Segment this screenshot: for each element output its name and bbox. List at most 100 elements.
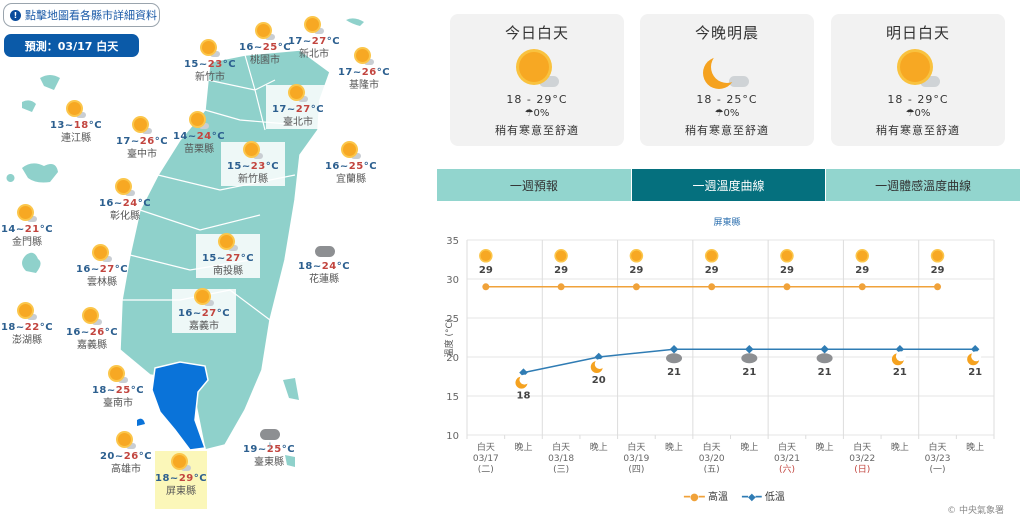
svg-text:20: 20 xyxy=(446,353,459,364)
svg-text:(二): (二) xyxy=(478,465,494,475)
sunny-partly-cloudy-icon xyxy=(243,142,263,160)
penghu-island xyxy=(22,252,41,273)
city-label[interactable]: 15~27°C 南投縣 xyxy=(196,234,260,278)
city-label[interactable]: 15~23°C 新竹縣 xyxy=(221,142,285,186)
map-hint-banner: ! 點擊地圖看各縣市詳細資料 xyxy=(3,3,160,27)
svg-text:白天: 白天 xyxy=(552,441,570,453)
tab-weekly-temperature-curve[interactable]: 一週溫度曲線 xyxy=(631,169,827,201)
kinmen-island xyxy=(6,163,58,183)
sunny-partly-cloudy-icon xyxy=(171,454,191,472)
svg-text:晚上: 晚上 xyxy=(514,442,532,453)
tab-weekly-forecast[interactable]: 一週預報 xyxy=(437,169,632,201)
sunny-partly-cloudy-icon xyxy=(200,40,220,58)
sunny-partly-cloudy-icon xyxy=(82,308,102,326)
card-tomorrow-day: 明日白天 18 - 29°C ☂0% 稍有寒意至舒適 xyxy=(831,14,1005,146)
city-label[interactable]: 16~27°C 雲林縣 xyxy=(70,245,134,289)
map-panel: ! 點擊地圖看各縣市詳細資料 預測：03/17 白天 15~23°C 新竹市 16~… xyxy=(0,0,420,527)
city-label[interactable]: 16~25°C 桃園市 xyxy=(233,23,297,67)
svg-text:21: 21 xyxy=(818,367,832,378)
sunny-partly-cloudy-icon xyxy=(189,112,209,130)
svg-text:(日): (日) xyxy=(854,464,870,475)
sunny-partly-cloudy-icon xyxy=(341,142,361,160)
sunny-partly-cloudy-icon xyxy=(17,303,37,321)
svg-text:30: 30 xyxy=(446,275,459,286)
city-label[interactable]: 18~22°C 澎湖縣 xyxy=(0,303,59,347)
city-label[interactable]: 16~26°C 嘉義縣 xyxy=(60,308,124,352)
sunny-partly-cloudy-icon xyxy=(115,179,135,197)
city-label[interactable]: 14~24°C 苗栗縣 xyxy=(167,112,231,156)
sunny-partly-cloudy-icon xyxy=(66,101,86,119)
svg-text:10: 10 xyxy=(446,431,459,442)
svg-text:03/18: 03/18 xyxy=(548,454,574,464)
svg-text:晚上: 晚上 xyxy=(665,442,683,453)
sunny-partly-cloudy-icon xyxy=(194,289,214,307)
city-label[interactable]: 17~27°C 新北市 xyxy=(282,17,346,61)
sunny-partly-cloudy-icon xyxy=(218,234,238,252)
city-label[interactable]: ╿ 19~25°C 臺東縣 xyxy=(237,425,301,469)
svg-text:29: 29 xyxy=(629,265,643,276)
svg-text:21: 21 xyxy=(893,367,907,378)
svg-text:白天: 白天 xyxy=(627,441,645,453)
sunny-partly-cloudy-icon xyxy=(288,85,308,103)
svg-text:白天: 白天 xyxy=(778,441,796,453)
city-label[interactable]: 16~27°C 嘉義市 xyxy=(172,289,236,333)
svg-text:晚上: 晚上 xyxy=(740,442,758,453)
svg-text:晚上: 晚上 xyxy=(816,442,834,453)
city-label[interactable]: 17~26°C 臺中市 xyxy=(110,117,174,161)
sunny-partly-cloudy-icon xyxy=(108,366,128,384)
svg-text:(五): (五) xyxy=(704,465,720,475)
city-label[interactable]: 15~23°C 新竹市 xyxy=(178,40,242,84)
svg-text:29: 29 xyxy=(705,265,719,276)
sunny-partly-cloudy-icon xyxy=(304,17,324,35)
svg-text:白天: 白天 xyxy=(477,441,495,453)
svg-text:03/17: 03/17 xyxy=(473,454,499,464)
city-label[interactable]: 20~26°C 高雄市 xyxy=(94,432,158,476)
city-label[interactable]: 13~18°C 連江縣 xyxy=(44,101,108,145)
svg-text:29: 29 xyxy=(554,265,568,276)
forecast-tabs: 一週預報 一週溫度曲線 一週體感溫度曲線 xyxy=(437,169,1022,201)
chart-title: 屏東縣 xyxy=(713,218,741,228)
svg-text:(四): (四) xyxy=(628,465,644,475)
svg-text:03/23: 03/23 xyxy=(925,454,951,464)
detail-panel: 今日白天 18 - 29°C ☂0% 稍有寒意至舒適 今晚明晨 18 - 25°… xyxy=(430,0,1024,527)
city-label[interactable]: 18~24°C 花蓮縣 xyxy=(292,242,356,286)
sunny-partly-cloudy-icon xyxy=(132,117,152,135)
sunny-partly-cloudy-icon xyxy=(116,432,136,450)
svg-text:29: 29 xyxy=(855,265,869,276)
svg-text:29: 29 xyxy=(780,265,794,276)
city-label[interactable]: 17~27°C 臺北市 xyxy=(266,85,330,129)
tab-weekly-apparent-temperature-curve[interactable]: 一週體感溫度曲線 xyxy=(826,169,1022,201)
svg-text:白天: 白天 xyxy=(853,441,871,453)
svg-text:03/19: 03/19 xyxy=(623,454,649,464)
city-label[interactable]: 14~21°C 金門縣 xyxy=(0,205,59,249)
svg-text:15: 15 xyxy=(446,392,459,403)
svg-text:21: 21 xyxy=(742,367,756,378)
city-label[interactable]: 16~24°C 彰化縣 xyxy=(93,179,157,223)
sunny-partly-cloudy-icon xyxy=(17,205,37,223)
svg-text:白天: 白天 xyxy=(929,441,947,453)
svg-text:21: 21 xyxy=(667,367,681,378)
svg-text:21: 21 xyxy=(968,367,982,378)
svg-text:晚上: 晚上 xyxy=(590,442,608,453)
sunny-partly-cloudy-icon xyxy=(354,48,374,66)
city-label[interactable]: 17~26°C 基隆市 xyxy=(332,48,396,92)
sunny-partly-cloudy-icon xyxy=(92,245,112,263)
pingtung-county-selected[interactable] xyxy=(151,361,209,451)
svg-text:03/20: 03/20 xyxy=(699,454,725,464)
legend-high[interactable]: ━●━ 高溫 xyxy=(684,492,728,503)
svg-text:35: 35 xyxy=(446,236,459,247)
svg-text:18: 18 xyxy=(517,391,531,402)
svg-text:20: 20 xyxy=(592,375,606,386)
svg-text:晚上: 晚上 xyxy=(966,442,984,453)
svg-text:29: 29 xyxy=(479,265,493,276)
legend-low[interactable]: ━◆━ 低溫 xyxy=(741,492,785,503)
city-label[interactable]: 16~25°C 宜蘭縣 xyxy=(319,142,383,186)
svg-text:03/22: 03/22 xyxy=(849,454,875,464)
city-label[interactable]: 18~25°C 臺南市 xyxy=(86,366,150,410)
svg-text:晚上: 晚上 xyxy=(891,442,909,453)
svg-text:03/21: 03/21 xyxy=(774,454,800,464)
chart-legend: ━●━ 高溫 ━◆━ 低溫 xyxy=(684,488,785,503)
card-today-day: 今日白天 18 - 29°C ☂0% 稍有寒意至舒適 xyxy=(450,14,624,146)
city-label[interactable]: 18~29°C 屏東縣 xyxy=(155,451,207,509)
